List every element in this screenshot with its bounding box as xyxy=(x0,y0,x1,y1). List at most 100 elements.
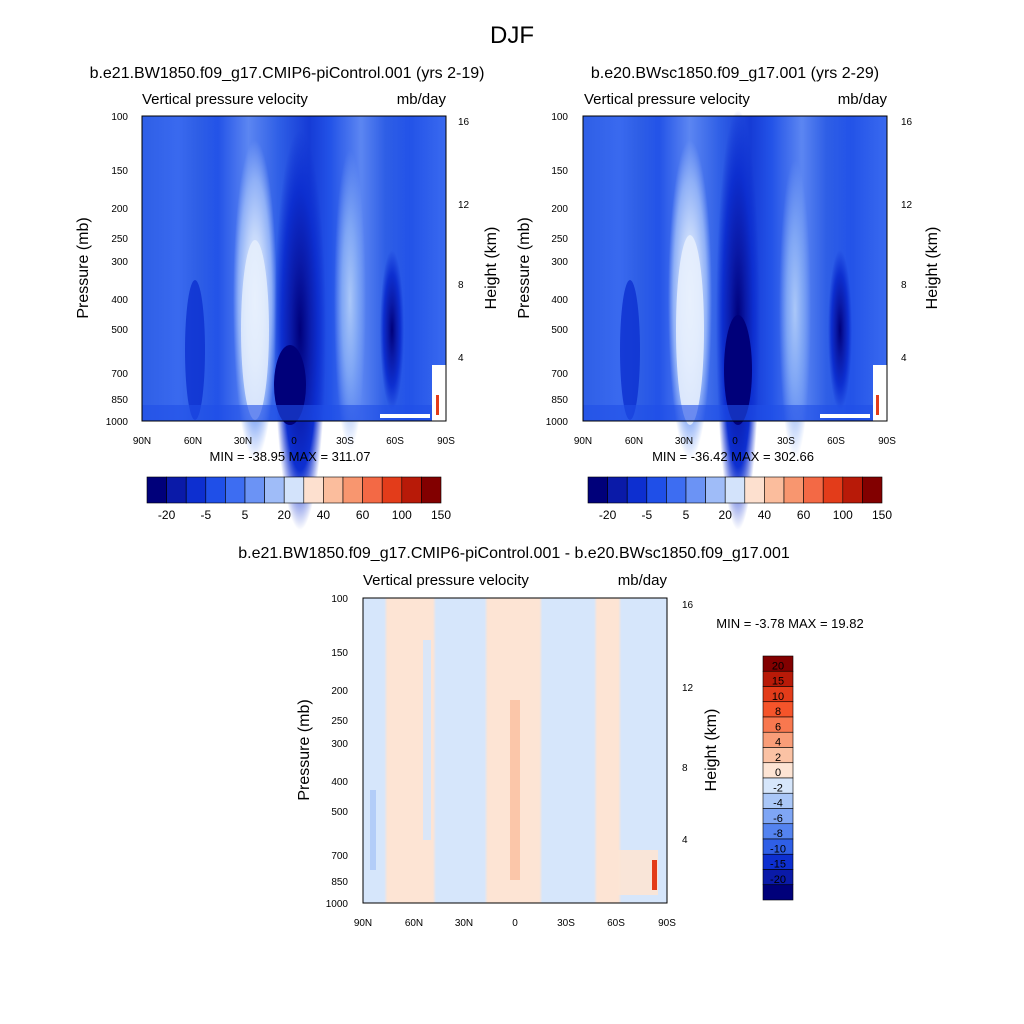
x-tick-label: 60N xyxy=(405,918,423,929)
colorbar-label: 40 xyxy=(317,508,331,522)
colorbar-swatch xyxy=(646,476,667,504)
y-tick-label: 250 xyxy=(551,234,568,245)
colorbar-swatch xyxy=(822,476,844,504)
colorbar-swatch xyxy=(401,476,422,504)
panel-1-colorbar: -20 -5 5 20 40 60 100 150 xyxy=(146,476,451,522)
x-tick-label: 30N xyxy=(455,918,473,929)
y-axis-title: Pressure (mb) xyxy=(516,217,533,318)
y-tick-label: 150 xyxy=(551,166,568,177)
colorbar-label: -8 xyxy=(773,828,783,840)
x-tick-label: 0 xyxy=(512,918,518,929)
x-tick-label: 60N xyxy=(625,436,643,447)
x-tick-label: 90S xyxy=(658,918,676,929)
colorbar-label: 4 xyxy=(775,737,781,749)
colorbar-label: 150 xyxy=(872,508,892,522)
y-right-tick-label: 12 xyxy=(901,200,913,211)
colorbar-label: -6 xyxy=(773,813,783,825)
panel-1-x-axis: 90N 60N 30N 0 30S 60S 90S xyxy=(133,436,455,447)
panel-1-y-axis: 100 150 200 250 300 400 500 700 850 1000… xyxy=(75,112,128,428)
y-tick-label: 1000 xyxy=(326,899,349,910)
colorbar-swatch xyxy=(146,476,167,504)
panel-2-x-axis: 90N 60N 30N 0 30S 60S 90S xyxy=(574,436,896,447)
y-right-tick-label: 8 xyxy=(458,280,464,291)
colorbar-swatch xyxy=(762,884,794,901)
y-tick-label: 250 xyxy=(331,716,348,727)
colorbar-label: 40 xyxy=(758,508,772,522)
colorbar-swatch xyxy=(764,476,785,504)
y-tick-label: 850 xyxy=(111,395,128,406)
colorbar-swatch xyxy=(607,476,628,504)
y-tick-label: 500 xyxy=(331,807,348,818)
panel-2: b.e20.BWsc1850.f09_g17.001 (yrs 2-29) Ve… xyxy=(516,65,941,530)
panel-1-field-label: Vertical pressure velocity xyxy=(142,91,308,108)
panel-3-y-axis-right: 16 12 8 4 Height (km) xyxy=(682,600,720,846)
y-right-tick-label: 16 xyxy=(458,117,470,128)
colorbar-swatch xyxy=(626,476,648,504)
panel-1-y-axis-right: 16 12 8 4 Height (km) xyxy=(458,117,500,364)
y-tick-label: 850 xyxy=(551,395,568,406)
panel-2-colorbar: -20 -5 5 20 40 60 100 150 xyxy=(587,476,892,522)
x-tick-label: 90S xyxy=(437,436,455,447)
colorbar-swatch xyxy=(264,476,285,504)
x-tick-label: 90N xyxy=(354,918,372,929)
panel-1-stats: MIN = -38.95 MAX = 311.07 xyxy=(210,449,371,464)
panel-2-title: b.e20.BWsc1850.f09_g17.001 (yrs 2-29) xyxy=(591,65,879,82)
y-tick-label: 100 xyxy=(551,112,568,123)
x-tick-label: 60S xyxy=(386,436,404,447)
colorbar-swatch xyxy=(685,476,706,504)
y-tick-label: 100 xyxy=(331,594,348,605)
panel-3-stats: MIN = -3.78 MAX = 19.82 xyxy=(716,616,863,631)
colorbar-swatch xyxy=(862,476,883,504)
colorbar-label: 2 xyxy=(775,752,781,764)
colorbar-swatch xyxy=(323,476,344,504)
colorbar-swatch xyxy=(303,476,324,504)
colorbar-swatch xyxy=(421,476,442,504)
y-tick-label: 300 xyxy=(331,739,348,750)
x-tick-label: 30S xyxy=(777,436,795,447)
y-tick-label: 500 xyxy=(551,325,568,336)
colorbar-swatch xyxy=(842,476,863,504)
x-tick-label: 30N xyxy=(675,436,693,447)
colorbar-swatch xyxy=(724,476,746,504)
colorbar-label: 100 xyxy=(833,508,853,522)
colorbar-swatch xyxy=(342,476,363,504)
x-tick-label: 90N xyxy=(574,436,592,447)
y-tick-label: 100 xyxy=(111,112,128,123)
colorbar-label: 60 xyxy=(356,508,370,522)
x-tick-label: 90N xyxy=(133,436,151,447)
x-tick-label: 30S xyxy=(336,436,354,447)
panel-3-field-label: Vertical pressure velocity xyxy=(363,572,529,589)
colorbar-label: 150 xyxy=(431,508,451,522)
colorbar-swatch xyxy=(587,476,608,504)
y-right-tick-label: 4 xyxy=(901,353,907,364)
panel-3-units: mb/day xyxy=(618,572,668,589)
panel-2-units: mb/day xyxy=(838,91,888,108)
x-tick-label: 0 xyxy=(732,436,738,447)
y-right-tick-label: 16 xyxy=(682,600,694,611)
colorbar-label: -20 xyxy=(158,508,176,522)
panel-2-y-axis: 100 150 200 250 300 400 500 700 850 1000… xyxy=(516,112,568,428)
y-right-tick-label: 8 xyxy=(901,280,907,291)
x-tick-label: 60N xyxy=(184,436,202,447)
y-right-tick-label: 4 xyxy=(458,353,464,364)
y-tick-label: 150 xyxy=(111,166,128,177)
y-right-tick-label: 4 xyxy=(682,835,688,846)
colorbar-label: 10 xyxy=(772,691,784,703)
x-tick-label: 0 xyxy=(291,436,297,447)
y-tick-label: 200 xyxy=(331,686,348,697)
y-tick-label: 850 xyxy=(331,877,348,888)
y-right-tick-label: 12 xyxy=(682,683,694,694)
colorbar-label: -15 xyxy=(770,859,786,871)
colorbar-swatch xyxy=(244,476,265,504)
y-tick-label: 700 xyxy=(551,369,568,380)
colorbar-label: 20 xyxy=(772,660,784,672)
colorbar-swatch xyxy=(783,476,804,504)
y-tick-label: 400 xyxy=(331,777,348,788)
x-tick-label: 90S xyxy=(878,436,896,447)
y-right-tick-label: 16 xyxy=(901,117,913,128)
colorbar-swatch xyxy=(744,476,765,504)
x-tick-label: 60S xyxy=(607,918,625,929)
y-right-axis-title: Height (km) xyxy=(703,709,720,792)
